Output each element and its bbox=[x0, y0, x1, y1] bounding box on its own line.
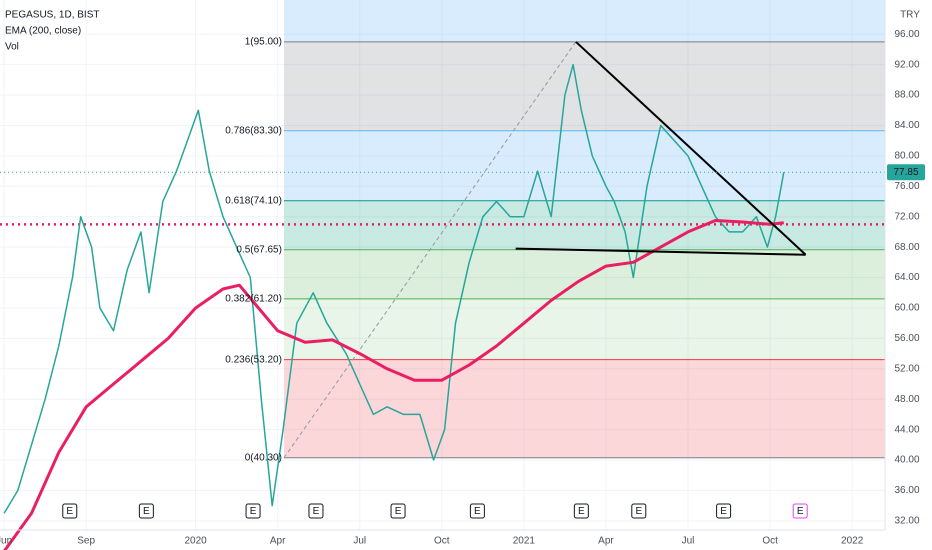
earnings-marker bbox=[138, 503, 154, 519]
fib-zone bbox=[283, 41, 885, 131]
earnings-marker bbox=[245, 503, 261, 519]
price-line bbox=[3, 63, 785, 514]
x-tick-label: Apr bbox=[270, 536, 286, 547]
y-tick-label: 60.00 bbox=[894, 303, 919, 314]
fib-zone bbox=[283, 200, 885, 250]
y-tick-label: 80.00 bbox=[894, 151, 919, 162]
earnings-marker bbox=[469, 503, 485, 519]
earnings-marker bbox=[631, 503, 647, 519]
y-tick-label: 32.00 bbox=[894, 516, 919, 527]
earnings-marker bbox=[62, 503, 78, 519]
y-tick-label: 52.00 bbox=[894, 363, 919, 374]
earnings-label: E bbox=[797, 506, 804, 517]
y-tick-label: 76.00 bbox=[894, 181, 919, 192]
fib-label: 0.786(83.30) bbox=[225, 125, 282, 136]
earnings-marker bbox=[308, 503, 324, 519]
x-tick-label: Oct bbox=[434, 536, 450, 547]
last-price-label: 77.85 bbox=[893, 167, 918, 178]
y-tick-label: 56.00 bbox=[894, 333, 919, 344]
chart-title: PEGASUS, 1D, BIST bbox=[5, 10, 99, 21]
earnings-label: E bbox=[395, 506, 402, 517]
earnings-label: E bbox=[720, 506, 727, 517]
fib-zone bbox=[283, 359, 885, 458]
earnings-label: E bbox=[474, 506, 481, 517]
x-tick-label: Jun bbox=[0, 536, 12, 547]
y-tick-label: 64.00 bbox=[894, 272, 919, 283]
earnings-marker bbox=[390, 503, 406, 519]
fib-zone bbox=[283, 298, 885, 360]
trendline bbox=[515, 247, 806, 256]
x-tick-label: Jul bbox=[682, 536, 695, 547]
ema-line bbox=[3, 219, 784, 550]
x-tick-label: Oct bbox=[762, 536, 778, 547]
indicator-label: EMA (200, close) bbox=[5, 26, 81, 37]
fib-diagonal bbox=[283, 41, 577, 459]
earnings-label: E bbox=[143, 506, 150, 517]
last-price-box bbox=[887, 164, 925, 181]
x-tick-label: 2020 bbox=[184, 536, 207, 547]
earnings-label: E bbox=[578, 506, 585, 517]
x-tick-label: Jul bbox=[353, 536, 366, 547]
y-tick-label: 36.00 bbox=[894, 485, 919, 496]
y-tick-label: 72.00 bbox=[894, 211, 919, 222]
earnings-label: E bbox=[250, 506, 257, 517]
y-tick-label: 96.00 bbox=[894, 29, 919, 40]
earnings-label: E bbox=[635, 506, 642, 517]
fib-label: 0.5(67.65) bbox=[236, 244, 282, 255]
y-tick-label: 92.00 bbox=[894, 59, 919, 70]
earnings-marker bbox=[792, 503, 808, 519]
x-tick-label: Sep bbox=[77, 536, 95, 547]
fib-zone bbox=[283, 0, 885, 42]
fib-label: 0.618(74.10) bbox=[225, 195, 282, 206]
fib-label: 1(95.00) bbox=[245, 36, 282, 47]
earnings-marker bbox=[573, 503, 589, 519]
fib-zone bbox=[283, 130, 885, 201]
fib-label: 0.236(53.20) bbox=[225, 354, 282, 365]
plot-area bbox=[0, 0, 885, 550]
earnings-marker bbox=[716, 503, 732, 519]
y-tick-label: 40.00 bbox=[894, 455, 919, 466]
earnings-label: E bbox=[313, 506, 320, 517]
y-tick-label: 68.00 bbox=[894, 242, 919, 253]
x-tick-label: 2021 bbox=[513, 536, 536, 547]
fib-label: 0.382(61.20) bbox=[225, 293, 282, 304]
currency-label: TRY bbox=[900, 10, 920, 21]
earnings-label: E bbox=[66, 506, 73, 517]
y-tick-label: 44.00 bbox=[894, 424, 919, 435]
x-tick-label: Apr bbox=[598, 536, 614, 547]
trendline bbox=[575, 41, 807, 256]
y-tick-label: 84.00 bbox=[894, 120, 919, 131]
y-tick-label: 88.00 bbox=[894, 90, 919, 101]
indicator-label: Vol bbox=[5, 42, 19, 53]
x-tick-label: 2022 bbox=[841, 536, 864, 547]
fib-zone bbox=[283, 249, 885, 299]
y-tick-label: 48.00 bbox=[894, 394, 919, 405]
fib-label: 0(40.30) bbox=[245, 452, 282, 463]
